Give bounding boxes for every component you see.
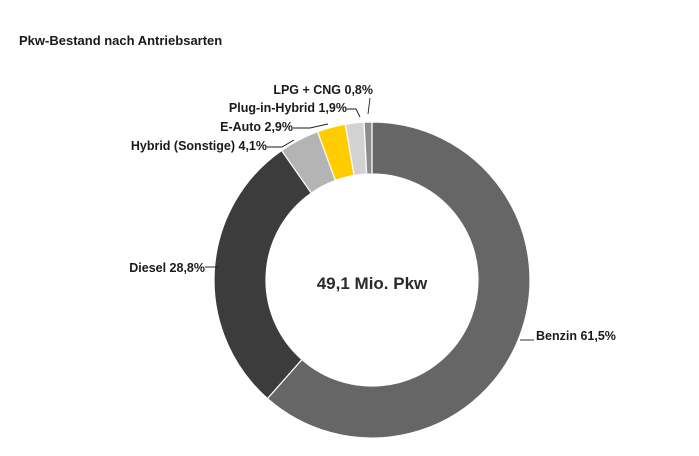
- chart-title: Pkw-Bestand nach Antriebsarten: [19, 33, 223, 48]
- data-label: Benzin 61,5%: [536, 329, 616, 343]
- data-label: E-Auto 2,9%: [220, 120, 293, 134]
- leader-line: [293, 123, 329, 129]
- data-label: LPG + CNG 0,8%: [273, 83, 373, 97]
- data-label: Plug-in-Hybrid 1,9%: [229, 101, 347, 115]
- slice-benzin: [266, 121, 531, 439]
- data-label: Hybrid (Sonstige) 4,1%: [131, 139, 267, 153]
- center-label: 49,1 Mio. Pkw: [317, 274, 428, 293]
- slice-lpg-cng: [363, 121, 373, 175]
- leader-line: [367, 97, 371, 115]
- leader-line: [267, 139, 295, 148]
- slice-diesel: [213, 149, 313, 400]
- leader-line: [347, 108, 361, 118]
- data-label: Diesel 28,8%: [129, 261, 205, 275]
